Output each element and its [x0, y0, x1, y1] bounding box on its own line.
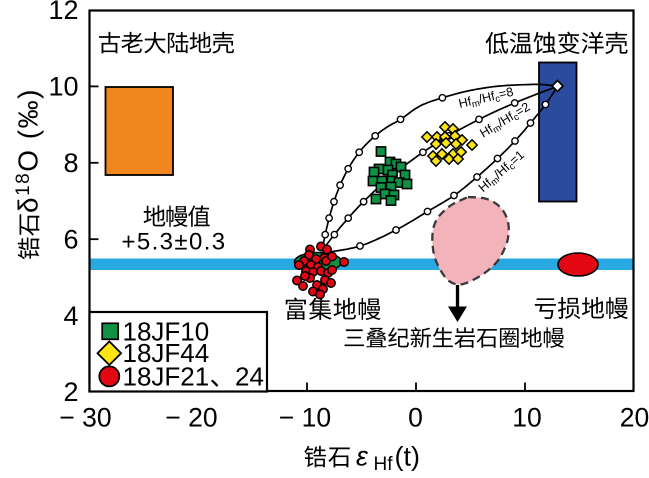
- svg-text:18JF21: 18JF21: [123, 361, 210, 391]
- svg-text:0: 0: [408, 402, 423, 432]
- svg-text:ε: ε: [356, 442, 369, 472]
- svg-text:8: 8: [63, 148, 78, 178]
- svg-text:10: 10: [512, 402, 541, 432]
- svg-text:2: 2: [63, 377, 78, 407]
- svg-text:18JF44: 18JF44: [123, 338, 210, 368]
- svg-text:12: 12: [48, 0, 78, 25]
- svg-text:− 10: − 10: [279, 402, 331, 432]
- svg-text:24: 24: [235, 361, 264, 391]
- svg-text:(t): (t): [395, 442, 420, 472]
- svg-text:4: 4: [63, 301, 78, 331]
- svg-text:18JF10: 18JF10: [123, 316, 210, 346]
- svg-text:6: 6: [63, 225, 78, 255]
- svg-text:20: 20: [620, 402, 649, 432]
- svg-text:10: 10: [48, 72, 78, 102]
- svg-text:Hf: Hf: [374, 454, 394, 473]
- svg-text:+5.3±0.3: +5.3±0.3: [121, 229, 226, 256]
- svg-text:− 30: − 30: [59, 402, 111, 432]
- svg-text:− 20: − 20: [165, 402, 217, 432]
